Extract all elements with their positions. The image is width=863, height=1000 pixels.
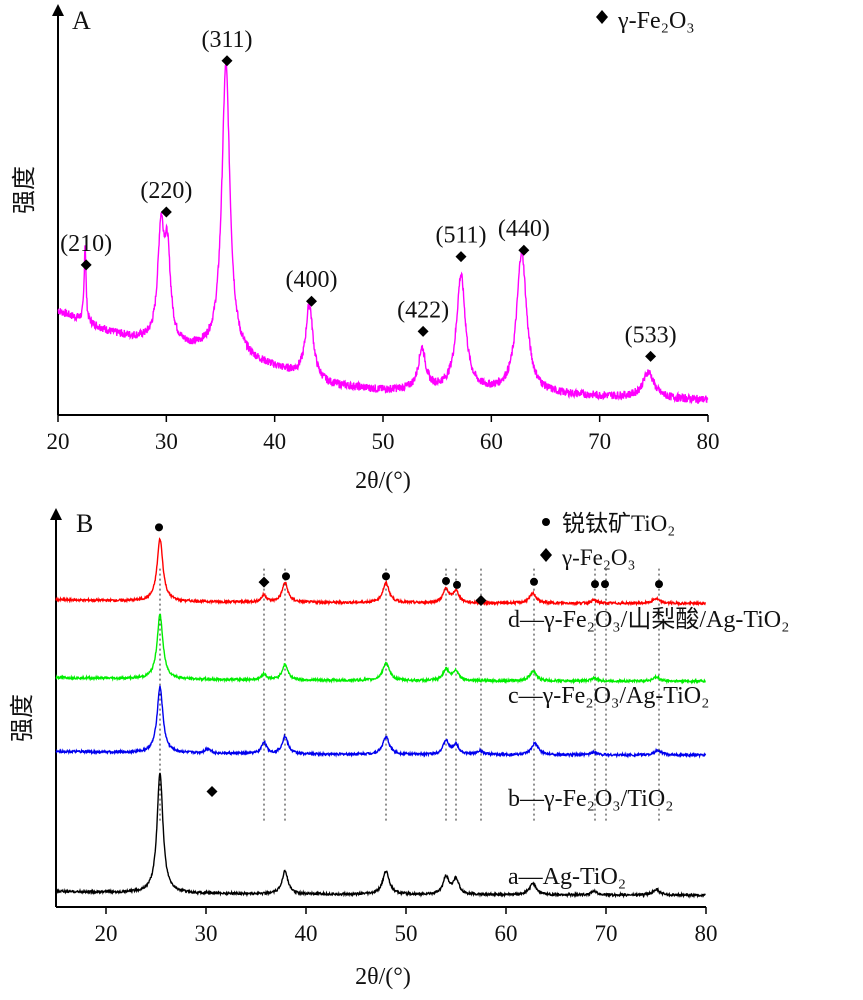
series-label-b: b—γ-Fe₂O₃/TiO₂: [508, 786, 674, 812]
panel-b-x-tick-label: 20: [95, 921, 118, 946]
panel-a-x-tick-label: 40: [263, 429, 286, 454]
panel-a-x-tick-label: 80: [697, 429, 720, 454]
panel-b-series-labels: d—γ-Fe₂O₃/山梨酸/Ag-TiO₂ c—γ-Fe₂O₃/Ag-TiO₂ …: [508, 606, 790, 890]
panel-b-anatase-marker: [442, 577, 450, 586]
panel-a-peak-label: (511): [435, 223, 486, 249]
panel-a-legend-diamond-marker: [596, 10, 608, 24]
panel-b-xrd-curve: [55, 613, 706, 685]
panel-a-xrd-curve: [57, 62, 709, 405]
panel-a-x-tick-label: 30: [155, 429, 178, 454]
panel-a-y-label: 强度: [11, 166, 38, 214]
panel-a-legend-text: γ-Fe₂O₃: [617, 8, 695, 34]
panel-b-x-tick-label: 70: [595, 921, 618, 946]
panel-b-anatase-marker: [530, 577, 538, 586]
panel-a-annotations: (210) (220) (311) (400) (422) (511) (440) (533): [60, 27, 677, 362]
panel-b-xrd-curve: [55, 537, 706, 607]
panel-a-peak-label: (422): [397, 297, 449, 323]
panel-b-x-tick-label: 60: [495, 921, 518, 946]
panel-b-label: B: [76, 509, 93, 538]
panel-a-ticks: 20 30 40 50 60 70 80: [47, 415, 720, 454]
series-label-c: c—γ-Fe₂O₃/Ag-TiO₂: [508, 683, 710, 709]
panel-a-peak-marker: [645, 350, 657, 362]
panel-a-peak-marker: [455, 251, 467, 263]
panel-a-y-arrow: [52, 4, 64, 16]
panel-a: 20 30 40 50 60 70 80 A 强度 2θ/(°) γ-Fe₂O₃ (210)…: [11, 4, 720, 494]
panel-a-peak-marker: [160, 206, 172, 218]
panel-b-anatase-marker: [601, 580, 609, 589]
panel-b-axes: 20 30 40 50 60 70 80: [50, 508, 718, 946]
panel-a-x-tick-label: 60: [480, 429, 503, 454]
panel-b-fe2o3-marker: [258, 576, 270, 588]
panel-a-peak-label: (210): [60, 231, 112, 257]
panel-b-fe2o3-marker: [206, 785, 218, 797]
panel-a-axes: 20 30 40 50 60 70 80: [47, 4, 720, 454]
panel-b-anatase-marker: [155, 523, 163, 532]
series-label-d: d—γ-Fe₂O₃/山梨酸/Ag-TiO₂: [508, 606, 790, 633]
panel-a-series: [57, 62, 709, 405]
panel-a-x-tick-label: 50: [372, 429, 395, 454]
panel-b-y-label: 强度: [9, 694, 36, 742]
panel-a-x-label: 2θ/(°): [355, 468, 411, 494]
series-label-a: a—Ag-TiO₂: [508, 864, 626, 890]
panel-a-peak-label: (533): [625, 322, 677, 348]
panel-b-anatase-marker: [655, 580, 663, 589]
panel-b-series: [55, 537, 707, 899]
panel-a-label: A: [72, 6, 91, 35]
panel-a-peak-label: (311): [201, 27, 252, 53]
panel-b-reference-lines: [159, 568, 660, 822]
panel-b-x-tick-label: 80: [695, 921, 718, 946]
panel-b-y-arrow: [50, 508, 62, 520]
panel-b-legend: 锐钛矿TiO₂ γ-Fe₂O₃: [540, 511, 675, 570]
panel-b-legend-fe2o3-text: γ-Fe₂O₃: [561, 545, 635, 570]
panel-a-peak-marker: [518, 244, 530, 256]
panel-b: 20 30 40 50 60 70 80 B 强度 2θ/(°) 锐钛矿TiO₂ γ-Fe₂…: [9, 508, 790, 990]
panel-b-x-label: 2θ/(°): [355, 964, 411, 990]
panel-a-peak-marker: [80, 259, 92, 271]
panel-b-legend-anatase-text: 锐钛矿TiO₂: [562, 511, 675, 536]
panel-b-legend-diamond-marker: [540, 548, 552, 562]
panel-b-fe2o3-marker: [475, 594, 487, 606]
panel-b-x-tick-label: 40: [295, 921, 318, 946]
panel-b-x-tick-label: 50: [395, 921, 418, 946]
panel-b-anatase-marker: [382, 572, 390, 581]
panel-a-x-tick-label: 70: [588, 429, 611, 454]
panel-a-legend: γ-Fe₂O₃: [596, 8, 695, 34]
panel-a-peak-marker: [417, 325, 429, 337]
panel-a-peak-label: (220): [140, 178, 192, 204]
panel-b-markers: [155, 523, 663, 797]
panel-b-xrd-curve: [55, 685, 707, 759]
panel-b-anatase-marker: [453, 580, 461, 589]
panel-b-anatase-marker: [591, 580, 599, 589]
panel-b-x-tick-label: 30: [195, 921, 218, 946]
panel-b-xrd-curve: [55, 772, 706, 899]
panel-b-legend-circle-marker: [542, 518, 550, 526]
panel-a-peak-marker: [221, 55, 233, 67]
panel-b-ticks: 20 30 40 50 60 70 80: [95, 907, 718, 946]
panel-a-peak-label: (440): [498, 216, 550, 242]
panel-a-peak-label: (400): [286, 267, 338, 293]
panel-a-x-tick-label: 20: [47, 429, 70, 454]
panel-a-peak-marker: [306, 295, 317, 307]
panel-b-anatase-marker: [282, 572, 290, 581]
